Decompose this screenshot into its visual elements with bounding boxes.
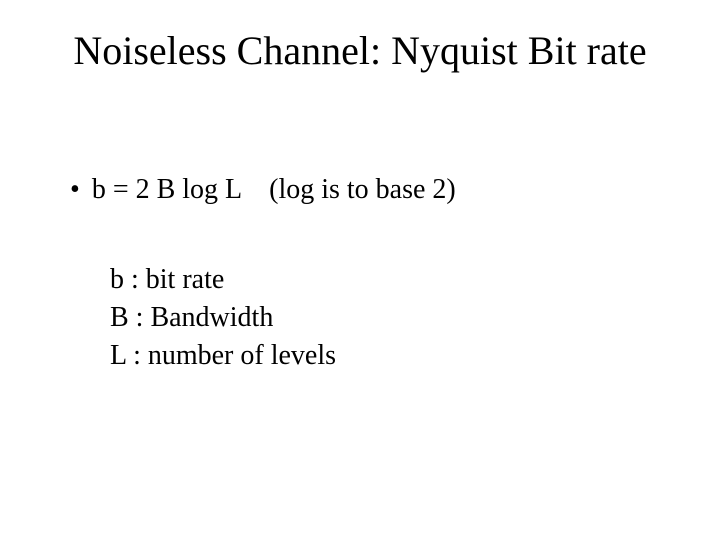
definition-levels: L : number of levels — [110, 337, 660, 375]
definitions-block: b : bit rate B : Bandwidth L : number of… — [110, 261, 660, 374]
slide-title: Noiseless Channel: Nyquist Bit rate — [60, 28, 660, 74]
definition-bandwidth: B : Bandwidth — [110, 299, 660, 337]
bullet-marker: • — [70, 174, 80, 206]
slide-container: Noiseless Channel: Nyquist Bit rate • b … — [0, 0, 720, 540]
formula-text: b = 2 B log L (log is to base 2) — [92, 174, 456, 206]
bullet-item: • b = 2 B log L (log is to base 2) — [70, 174, 660, 206]
definition-bitrate: b : bit rate — [110, 261, 660, 299]
